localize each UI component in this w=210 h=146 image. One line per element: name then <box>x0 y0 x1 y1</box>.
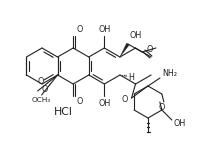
Text: OH: OH <box>130 32 142 40</box>
Text: OH: OH <box>174 119 186 128</box>
Text: O: O <box>121 94 127 104</box>
Text: O: O <box>76 98 83 106</box>
Text: O: O <box>147 46 153 54</box>
Text: O: O <box>76 26 83 34</box>
Text: O: O <box>37 78 44 86</box>
Text: HCl: HCl <box>54 107 72 117</box>
Text: OH: OH <box>98 99 110 107</box>
Text: O: O <box>159 102 165 112</box>
Text: O: O <box>41 86 48 94</box>
Text: OCH₃: OCH₃ <box>32 97 51 103</box>
Text: OH: OH <box>98 25 110 33</box>
Text: NH₂: NH₂ <box>162 69 177 79</box>
Text: H: H <box>128 73 134 81</box>
Polygon shape <box>120 43 129 57</box>
